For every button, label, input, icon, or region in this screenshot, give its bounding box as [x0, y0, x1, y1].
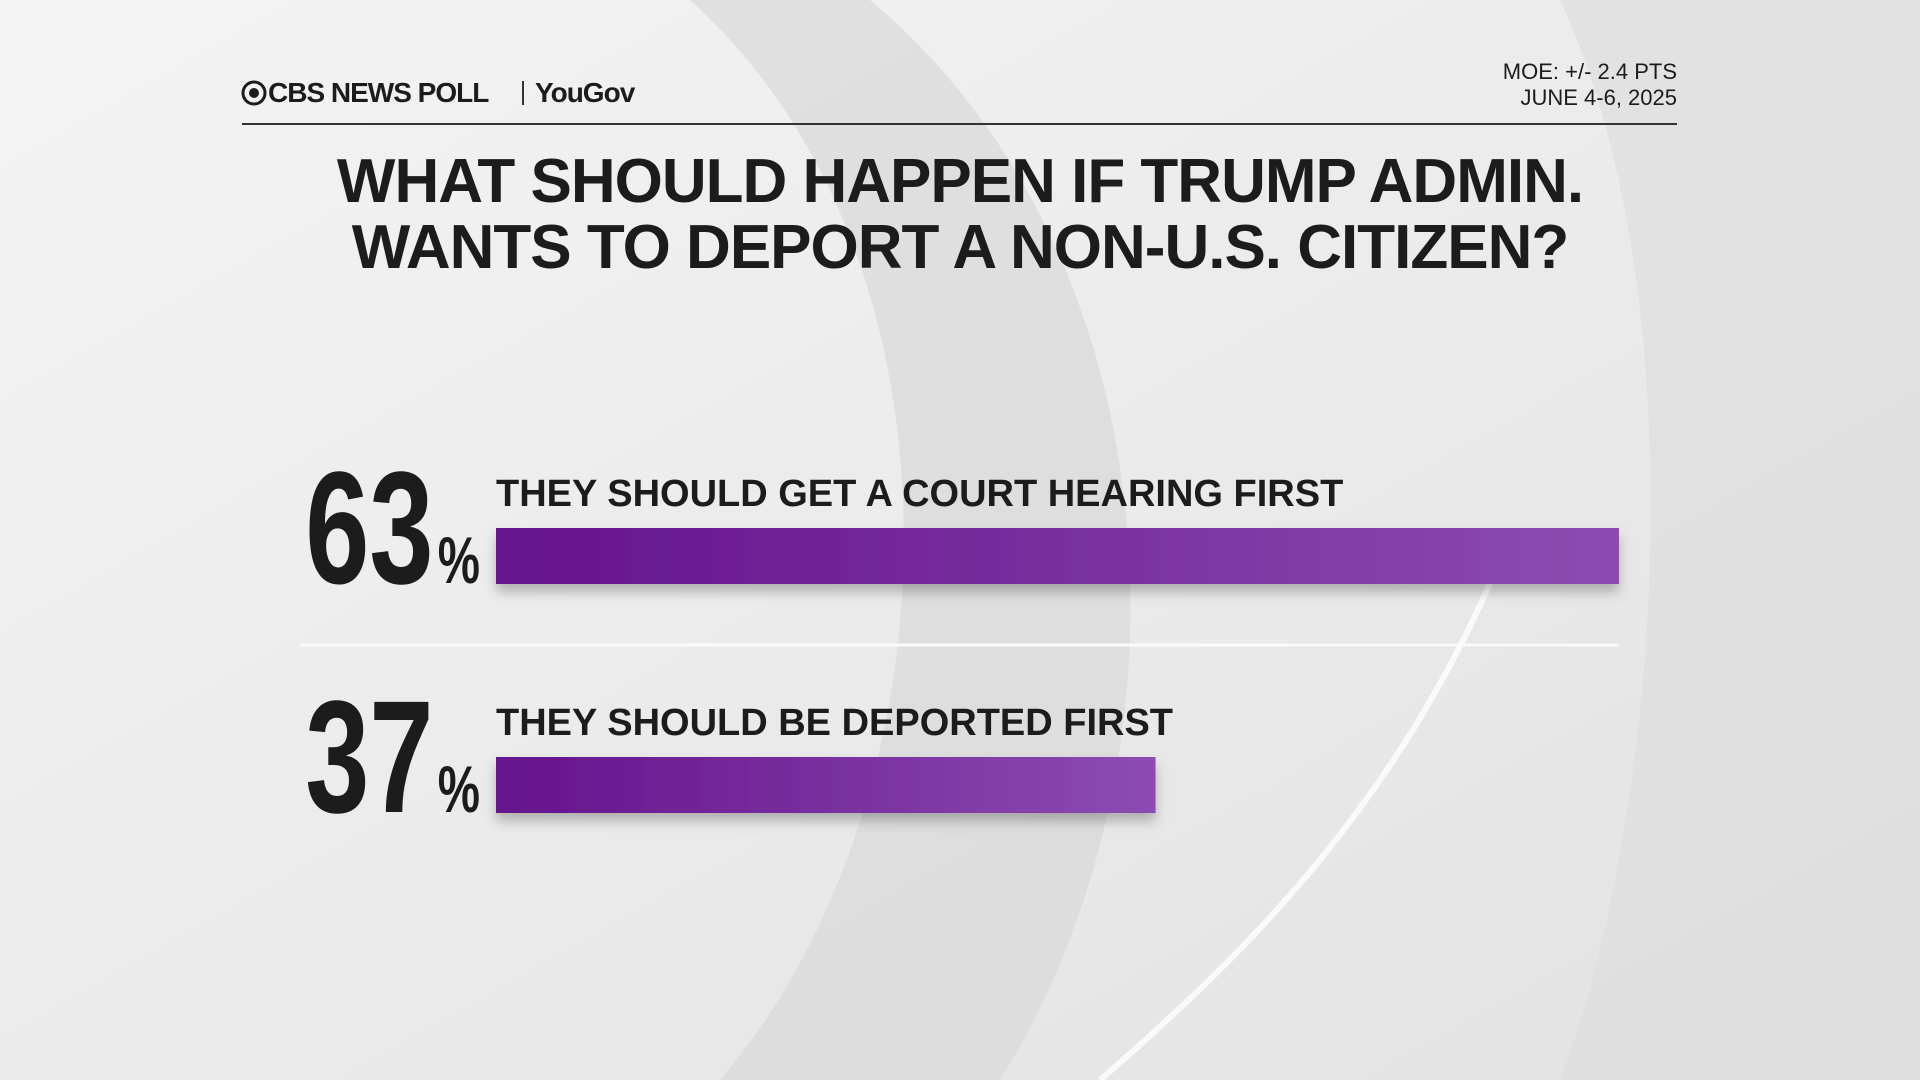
category-label: THEY SHOULD GET A COURT HEARING FIRST: [496, 473, 1343, 515]
value-unit: %: [438, 753, 480, 826]
source: CBS NEWS POLL: [268, 77, 489, 108]
value-number: 37: [305, 667, 433, 846]
cbs-eye: [241, 80, 267, 106]
partner: YouGov: [535, 77, 636, 108]
dates: JUNE 4-6, 2025: [1520, 85, 1677, 110]
title: WANTS TO DEPORT A NON-U.S. CITIZEN?: [352, 213, 1568, 282]
value-number: 63: [305, 438, 433, 617]
category-label: THEY SHOULD BE DEPORTED FIRST: [496, 702, 1173, 744]
bar: [496, 757, 1156, 813]
value-unit: %: [438, 524, 480, 597]
bar: [496, 528, 1619, 584]
value-label: 37%: [305, 667, 480, 846]
moe: MOE: +/- 2.4 PTS: [1503, 59, 1677, 84]
bg-highlight: [1098, 558, 1503, 1080]
value-label: 63%: [305, 438, 480, 617]
title: WHAT SHOULD HAPPEN IF TRUMP ADMIN.: [337, 147, 1583, 216]
bg-arc: [1560, 0, 1920, 1080]
